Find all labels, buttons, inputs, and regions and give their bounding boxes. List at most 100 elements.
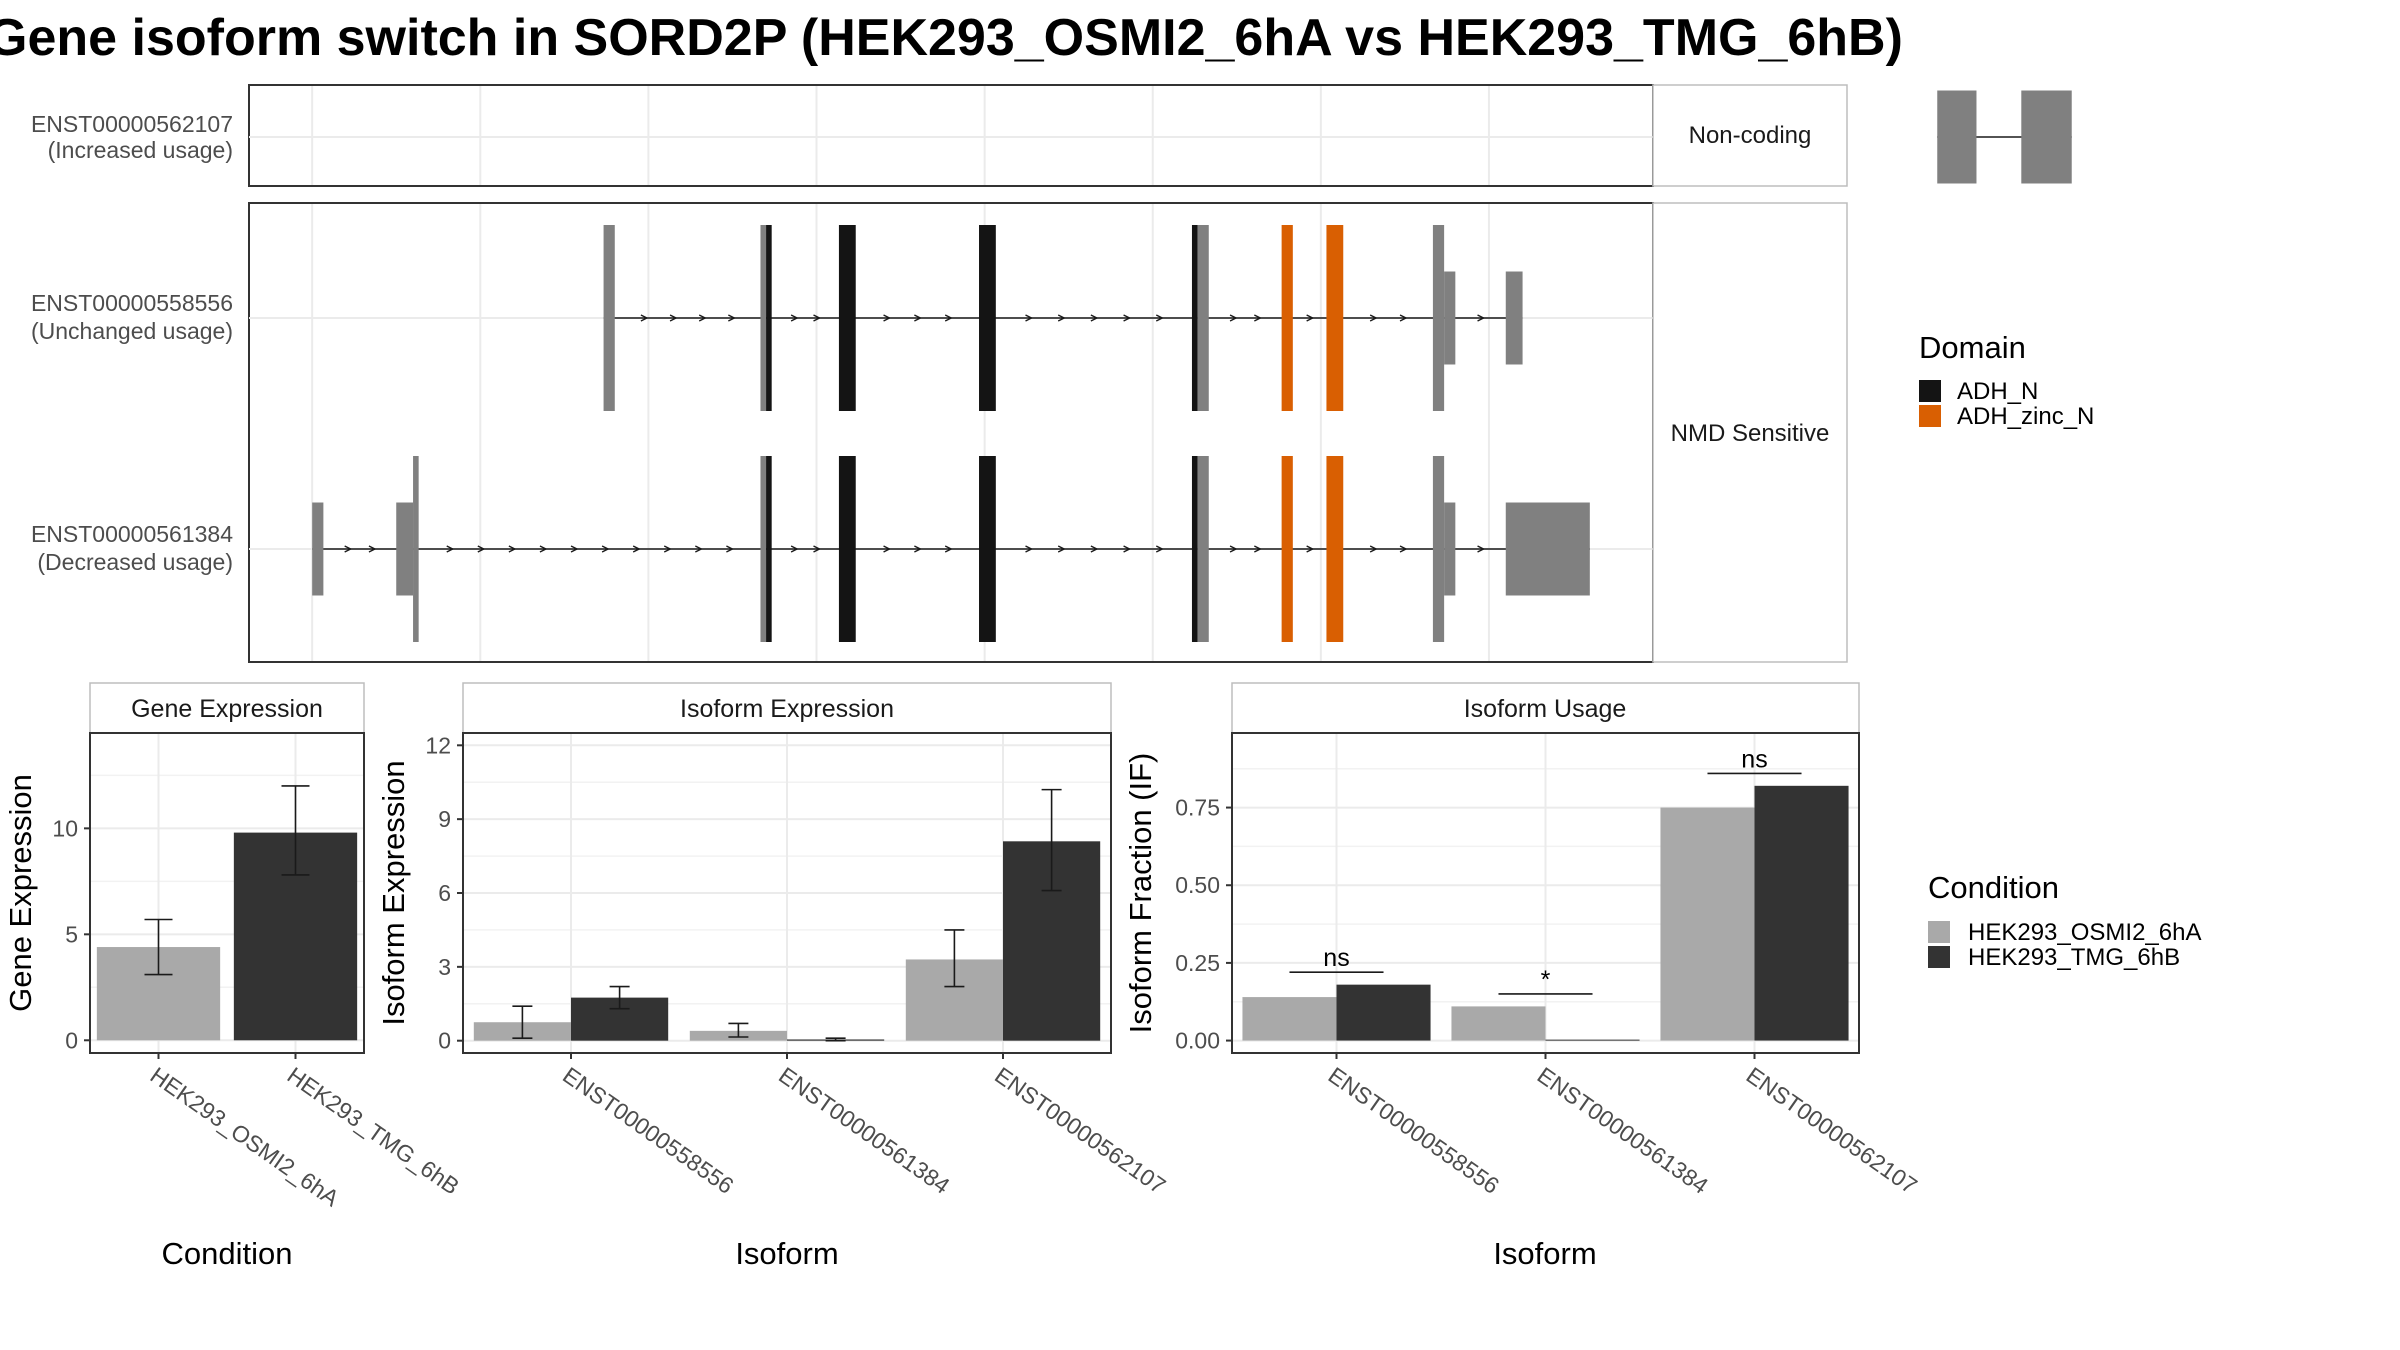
- isoform-label-562107-id: ENST00000562107: [31, 111, 233, 137]
- intron-arrow-ENST00000561384-0-2: [368, 545, 377, 553]
- intron-arrow-ENST00000561384-4-1: [790, 545, 799, 553]
- isoform-usage-x-title: Isoform: [1493, 1236, 1596, 1271]
- isoform-usage-strip: [1231, 682, 1860, 734]
- legend-label-tmg: HEK293_TMG_6hB: [1968, 944, 2180, 971]
- intron-arrow-ENST00000561384-10-1: [1369, 545, 1378, 553]
- exon-ENST00000561384-3: [760, 456, 767, 642]
- intron-arrow-ENST00000558556-3-2: [914, 314, 922, 322]
- isoform-usage-bar-s0-1: [1451, 1006, 1546, 1041]
- exon-ENST00000558556-10: [1444, 271, 1456, 365]
- exon-ENST00000558556-8: [1326, 225, 1344, 411]
- exon-ENST00000561384-10: [1326, 456, 1344, 642]
- isoform-label-558556-usage: (Unchanged usage): [31, 318, 233, 344]
- isoform-expression-panel: Isoform Expression 0 3 6 9 12 ENST00000558556…: [376, 682, 1171, 1271]
- isoform-usage-sig-label-1: *: [1541, 966, 1551, 994]
- isoform-usage-bar-s0-0: [1242, 997, 1337, 1041]
- structure-panel-noncoding: Non-coding: [248, 84, 2072, 187]
- intron-arrow-ENST00000561384-12-1: [1477, 545, 1486, 553]
- isoform-usage-xtick-label-1: ENST00000561384: [1533, 1062, 1714, 1199]
- intron-arrow-ENST00000558556-0-1: [640, 314, 649, 322]
- isoform-labels: ENST00000562107 (Increased usage) ENST00…: [31, 111, 233, 575]
- isoform-usage-bar-s0-2: [1660, 807, 1755, 1041]
- strip-label-noncoding: Non-coding: [1689, 122, 1812, 149]
- gene-expression-frame: [89, 732, 365, 1054]
- isoform-usage-sig-label-0: ns: [1323, 944, 1349, 972]
- isoform-usage-sig-label-2: ns: [1741, 745, 1767, 773]
- legend-swatch-adh-n: [1919, 380, 1941, 402]
- isoform-expression-ytick-label-2: 6: [438, 880, 451, 906]
- exon-ENST00000558556-1: [760, 225, 767, 411]
- intron-arrow-ENST00000558556-4-2: [1057, 314, 1066, 322]
- exon-ENST00000561384-13: [1505, 502, 1590, 596]
- intron-arrow-ENST00000561384-2-2: [477, 545, 486, 553]
- isoform-expression-y-title: Isoform Expression: [376, 760, 411, 1025]
- exon-ENST00000558556-0: [603, 225, 615, 411]
- isoform-expression-xtick-label-1: ENST00000561384: [774, 1062, 955, 1199]
- intron-arrow-ENST00000561384-2-3: [508, 545, 517, 553]
- strip-nmd: [1652, 202, 1848, 663]
- intron-arrow-ENST00000558556-3-1: [883, 314, 892, 322]
- isoform-expression-ytick-label-4: 12: [425, 732, 451, 758]
- isoform-usage-bar-s1-1: [1545, 1039, 1640, 1041]
- intron-arrow-ENST00000561384-2-1: [446, 545, 455, 553]
- legend-swatch-tmg: [1928, 946, 1950, 968]
- legend-swatch-osmi: [1928, 921, 1950, 943]
- isoform-expression-x-title: Isoform: [735, 1236, 838, 1271]
- exon-ENST00000561384-4: [766, 456, 772, 642]
- structure-panel-nmd-bg: [248, 202, 1654, 663]
- intron-arrow-ENST00000561384-9-1: [1306, 545, 1315, 553]
- intron-arrow-ENST00000561384-5-1: [883, 545, 892, 553]
- intron-arrow-ENST00000561384-4-2: [813, 545, 822, 553]
- intron-arrow-ENST00000561384-8-1: [1229, 545, 1238, 553]
- strip-noncoding: [1652, 84, 1848, 187]
- figure-title: Gene isoform switch in SORD2P (HEK293_OS…: [0, 9, 1903, 67]
- gene-expression-bars: [96, 785, 358, 1041]
- isoform-expression-ytick-label-0: 0: [438, 1028, 451, 1054]
- gene-expression-x-title: Condition: [162, 1236, 293, 1271]
- isoform-usage-ytick-label-2: 0.50: [1175, 872, 1220, 898]
- intron-arrow-ENST00000558556-2-1: [790, 314, 799, 322]
- intron-arrow-ENST00000561384-6-3: [1090, 545, 1099, 553]
- isoform-usage-panel: Isoform Usage ns * ns 0.00 0.25 0.50 0.75 ENST…: [1123, 682, 1922, 1271]
- condition-legend-title: Condition: [1928, 870, 2059, 905]
- strip-label-nmd: NMD Sensitive: [1671, 420, 1830, 447]
- intron-arrow-ENST00000558556-4-4: [1123, 314, 1132, 322]
- intron-arrow-ENST00000558556-3-3: [944, 314, 953, 322]
- structure-panel-nmd: NMD Sensitive: [248, 202, 1848, 663]
- isoform-expression-xtick-label-0: ENST00000558556: [558, 1062, 738, 1199]
- exon-ENST00000558556-5: [1191, 225, 1198, 411]
- isoform-expression-ytick-label-3: 9: [438, 806, 451, 832]
- gene-expression-ytick-label-1: 5: [65, 921, 78, 947]
- isoform-usage-bars: ns * ns: [1242, 745, 1849, 1041]
- intron-arrow-ENST00000561384-2-8: [663, 545, 672, 553]
- intron-arrow-ENST00000558556-10-1: [1477, 314, 1486, 322]
- intron-arrow-ENST00000561384-0-1: [344, 545, 353, 553]
- intron-arrow-ENST00000558556-2-2: [813, 314, 822, 322]
- intron-arrow-ENST00000561384-2-9: [695, 545, 703, 553]
- gene-expression-ytick-label-0: 0: [65, 1027, 78, 1053]
- exon-ENST00000558556-3: [838, 225, 856, 411]
- intron-arrow-ENST00000561384-5-3: [944, 545, 953, 553]
- structure-panel-noncoding-bg: [248, 84, 1654, 187]
- intron-arrow-ENST00000561384-2-5: [570, 545, 579, 553]
- isoform-expression-ytick-label-1: 3: [438, 954, 451, 980]
- intron-arrow-ENST00000558556-8-2: [1399, 314, 1408, 322]
- isoform-usage-strip-label: Isoform Usage: [1464, 695, 1627, 723]
- isoform-expression-xtick-label-2: ENST00000562107: [990, 1062, 1170, 1199]
- intron-arrow-ENST00000558556-0-2: [669, 314, 678, 322]
- intron-arrow-ENST00000561384-6-1: [1025, 545, 1034, 553]
- isoform-usage-ytick-label-0: 0.00: [1175, 1028, 1220, 1054]
- isoform-usage-xtick-label-2: ENST00000562107: [1742, 1062, 1922, 1199]
- exon-ENST00000561384-2: [413, 456, 419, 642]
- exon-ENST00000558556-7: [1281, 225, 1293, 411]
- exon-ENST00000561384-7: [1191, 456, 1198, 642]
- gene-expression-ytick-label-2: 10: [52, 815, 78, 841]
- intron-arrow-ENST00000561384-8-2: [1254, 545, 1262, 553]
- isoform-usage-ytick-label-1: 0.25: [1175, 950, 1220, 976]
- isoform-usage-ytick-label-3: 0.75: [1175, 795, 1220, 821]
- exon-ENST00000561384-9: [1281, 456, 1293, 642]
- intron-arrow-ENST00000558556-0-4: [728, 314, 736, 322]
- isoform-usage-bar-s1-0: [1336, 984, 1431, 1041]
- intron-arrow-ENST00000558556-4-5: [1155, 314, 1164, 322]
